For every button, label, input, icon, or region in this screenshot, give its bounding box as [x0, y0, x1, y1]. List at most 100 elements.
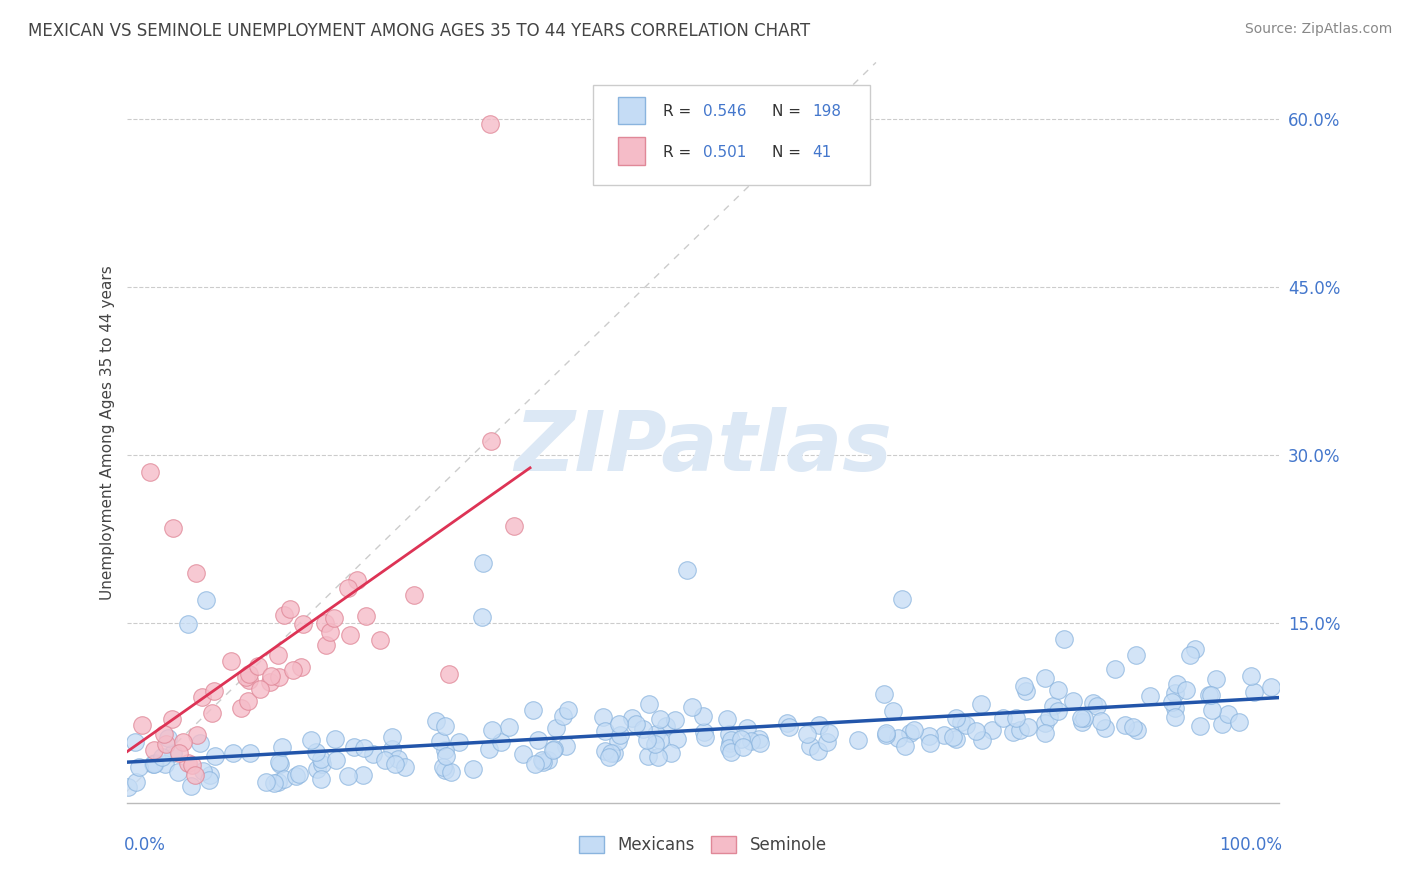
Point [1126, 723, 1149, 737]
Point [749, 736, 772, 750]
Point [1166, 677, 1188, 691]
Text: 0.0%: 0.0% [124, 836, 166, 855]
Point [718, 736, 741, 750]
Point [882, 704, 904, 718]
Point [945, 732, 967, 747]
Point [730, 732, 752, 747]
Point [299, 733, 322, 747]
Point [733, 739, 755, 754]
Point [238, 666, 260, 681]
Point [945, 711, 967, 725]
Point [807, 718, 830, 732]
Point [305, 745, 328, 759]
Point [592, 709, 614, 723]
Point [180, 757, 202, 772]
Point [354, 609, 377, 624]
Point [235, 671, 257, 685]
Point [290, 660, 312, 674]
Text: 0.501: 0.501 [703, 145, 747, 160]
Point [887, 731, 910, 745]
Point [898, 725, 921, 739]
Point [489, 735, 512, 749]
Point [1038, 710, 1060, 724]
Point [267, 648, 290, 662]
Point [1211, 717, 1233, 731]
Point [1070, 714, 1092, 729]
Point [557, 703, 579, 717]
Point [128, 759, 150, 773]
Point [875, 728, 897, 742]
Point [162, 521, 184, 535]
Point [184, 768, 207, 782]
Point [434, 749, 457, 764]
Text: 0.546: 0.546 [703, 103, 747, 119]
Point [311, 752, 333, 766]
Point [498, 720, 520, 734]
Point [799, 739, 821, 754]
Point [1015, 684, 1038, 698]
Point [125, 774, 148, 789]
Point [720, 732, 742, 747]
Point [143, 743, 166, 757]
Point [1085, 698, 1108, 713]
Point [1008, 723, 1031, 737]
Legend: Mexicans, Seminole: Mexicans, Seminole [572, 830, 834, 861]
Point [593, 744, 616, 758]
Point [903, 723, 925, 737]
Point [124, 734, 146, 748]
Point [238, 673, 260, 688]
Point [432, 760, 454, 774]
Point [846, 733, 869, 747]
FancyBboxPatch shape [617, 137, 645, 165]
Point [1205, 672, 1227, 686]
Point [314, 615, 336, 630]
Point [1033, 716, 1056, 731]
Point [636, 732, 658, 747]
Point [188, 736, 211, 750]
Point [353, 740, 375, 755]
Point [1184, 642, 1206, 657]
Point [259, 675, 281, 690]
Point [269, 756, 291, 771]
Point [1062, 694, 1084, 708]
Point [315, 638, 337, 652]
Point [368, 633, 391, 648]
Point [1094, 722, 1116, 736]
Point [346, 573, 368, 587]
Point [693, 730, 716, 744]
Point [681, 699, 703, 714]
Point [624, 717, 647, 731]
Point [260, 669, 283, 683]
Point [440, 765, 463, 780]
Point [602, 746, 624, 760]
Point [647, 749, 669, 764]
Point [778, 720, 800, 734]
Text: Source: ZipAtlas.com: Source: ZipAtlas.com [1244, 22, 1392, 37]
Point [318, 624, 340, 639]
Text: N =: N = [772, 103, 806, 119]
Point [325, 753, 347, 767]
Point [891, 592, 914, 607]
Point [478, 117, 501, 131]
Point [807, 744, 830, 758]
Point [195, 593, 218, 607]
Point [447, 735, 470, 749]
Point [381, 730, 404, 744]
Point [1001, 725, 1024, 739]
Point [291, 617, 314, 632]
Point [477, 742, 499, 756]
Point [285, 769, 308, 783]
Text: 41: 41 [813, 145, 832, 160]
Point [1199, 688, 1222, 702]
Point [1114, 717, 1136, 731]
Point [323, 731, 346, 746]
Point [1012, 679, 1035, 693]
FancyBboxPatch shape [617, 96, 645, 124]
Point [191, 764, 214, 778]
Point [818, 725, 841, 739]
Point [796, 726, 818, 740]
Point [637, 748, 659, 763]
Y-axis label: Unemployment Among Ages 35 to 44 years: Unemployment Among Ages 35 to 44 years [100, 265, 115, 600]
Point [471, 610, 494, 624]
Point [273, 607, 295, 622]
